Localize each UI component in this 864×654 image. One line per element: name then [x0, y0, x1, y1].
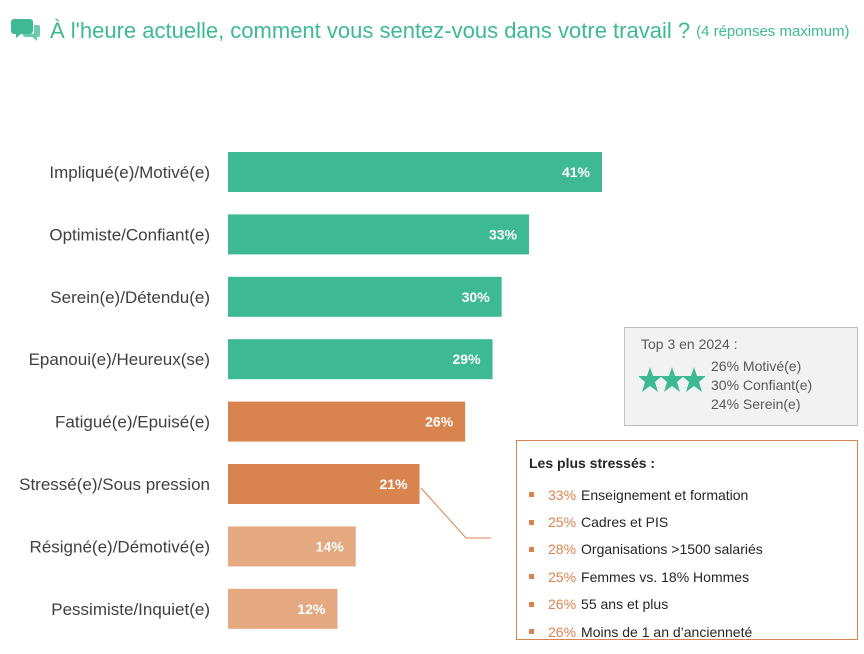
data-label: 29% [453, 351, 482, 367]
stress-pct: 33% [548, 486, 577, 503]
bar [228, 276, 502, 317]
top3-title: Top 3 en 2024 : [641, 336, 738, 352]
data-label: 26% [425, 414, 454, 430]
category-label: Epanoui(e)/Heureux(se) [29, 350, 210, 369]
bar [228, 214, 530, 255]
top3-item: 26% Motivé(e) [711, 358, 802, 374]
stress-title: Les plus stressés : [529, 455, 656, 471]
stress-pct: 26% [548, 596, 577, 613]
data-label: 41% [562, 164, 591, 180]
data-label: 21% [380, 476, 409, 492]
bullet-icon [529, 601, 534, 607]
bar [228, 588, 338, 629]
top3-list: 26% Motivé(e) 30% Confiant(e) 24% Serein… [711, 357, 812, 414]
category-label: Optimiste/Confiant(e) [49, 225, 210, 244]
bar [228, 339, 493, 380]
category-label: Serein(e)/Détendu(e) [50, 288, 210, 307]
stress-text: Cadres et PIS [581, 514, 669, 531]
stress-text: Moins de 1 an d’ancienneté [581, 623, 753, 640]
stress-text: Organisations >1500 salariés [581, 541, 763, 558]
stress-pct: 25% [548, 568, 577, 585]
top3-box: Top 3 en 2024 : 26% Motivé(e) 30% Confia… [624, 327, 858, 426]
stress-item: 28% Organisations >1500 salariés [529, 536, 763, 563]
page-title: À l'heure actuelle, comment vous sentez-… [50, 18, 691, 43]
bullet-icon [529, 492, 534, 498]
stress-item: 33% Enseignement et formation [529, 481, 763, 508]
stress-item: 26% 55 ans et plus [529, 591, 763, 618]
category-label: Stressé(e)/Sous pression [19, 475, 210, 494]
stress-text: Enseignement et formation [581, 486, 749, 503]
bullet-icon [529, 629, 534, 635]
stress-text: Femmes vs. 18% Hommes [581, 568, 750, 585]
category-label: Fatigué(e)/Epuisé(e) [55, 413, 210, 432]
data-label: 33% [489, 226, 518, 242]
stress-item: 25% Cadres et PIS [529, 508, 763, 535]
stress-pct: 25% [548, 514, 577, 531]
bullet-icon [529, 574, 534, 580]
category-label: Résigné(e)/Démotivé(e) [30, 537, 210, 556]
stress-list: 33% Enseignement et formation 25% Cadres e… [529, 481, 763, 645]
bar [228, 401, 466, 442]
data-label: 14% [316, 538, 345, 554]
stress-callout: Les plus stressés : 33% Enseignement et f… [516, 440, 858, 640]
category-label: Impliqué(e)/Motivé(e) [49, 163, 210, 182]
page-subtitle: (4 réponses maximum) [696, 22, 850, 40]
data-label: 12% [297, 601, 326, 617]
category-label: Pessimiste/Inquiet(e) [51, 600, 210, 619]
stress-item: 25% Femmes vs. 18% Hommes [529, 563, 763, 590]
stress-pct: 26% [548, 623, 577, 640]
three-stars-icon [639, 367, 705, 392]
bullet-icon [529, 519, 534, 525]
bullet-icon [529, 546, 534, 552]
stress-text: 55 ans et plus [581, 596, 669, 613]
stress-pct: 28% [548, 541, 577, 558]
top3-item: 30% Confiant(e) [711, 377, 813, 393]
header: À l'heure actuelle, comment vous sentez-… [10, 14, 849, 48]
bar [228, 464, 420, 504]
stress-item: 26% Moins de 1 an d’ancienneté [529, 618, 763, 645]
bar-chart: Impliqué(e)/Motivé(e) 41% Optimiste/Confia… [19, 152, 602, 629]
data-label: 30% [462, 289, 491, 305]
speech-bubbles-icon [11, 19, 40, 41]
top3-item: 24% Serein(e) [711, 396, 801, 412]
bar [228, 152, 602, 192]
bar [228, 526, 356, 567]
